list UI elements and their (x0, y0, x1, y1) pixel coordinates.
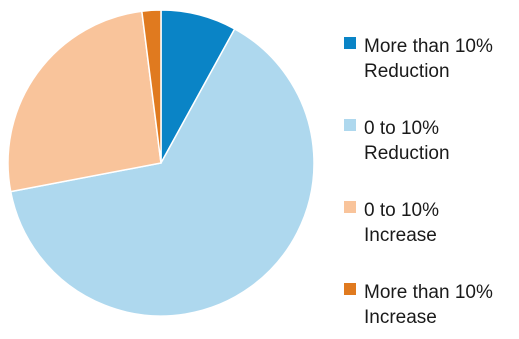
legend-label-line: Increase (364, 225, 437, 246)
legend-label-line: More than 10% (364, 36, 493, 57)
legend-label-line: 0 to 10% (364, 118, 439, 139)
legend-label-line: Reduction (364, 61, 450, 82)
legend-swatch-2 (344, 119, 356, 131)
legend-label-line: 0 to 10% (364, 200, 439, 221)
legend-label-line: Reduction (364, 143, 450, 164)
pie-plot-area (7, 9, 315, 317)
legend-swatch-3 (344, 201, 356, 213)
legend-label-1: More than 10% Reduction (364, 36, 493, 82)
legend-label-4: More than 10% Increase (364, 282, 493, 328)
legend-swatch-1 (344, 37, 356, 49)
pie-slice-4 (140, 9, 162, 164)
legend-item-4: More than 10% Increase (344, 282, 493, 328)
legend-label-line: Increase (364, 307, 437, 328)
legend-item-3: 0 to 10% Increase (344, 200, 439, 246)
legend-item-2: 0 to 10% Reduction (344, 118, 450, 164)
legend-label-2: 0 to 10% Reduction (364, 118, 450, 164)
legend-label-3: 0 to 10% Increase (364, 200, 439, 246)
pie-slice-3 (7, 10, 162, 193)
legend-swatch-4 (344, 283, 356, 295)
pie-slice-2 (9, 27, 315, 317)
legend-label-line: More than 10% (364, 282, 493, 303)
legend-item-1: More than 10% Reduction (344, 36, 493, 82)
